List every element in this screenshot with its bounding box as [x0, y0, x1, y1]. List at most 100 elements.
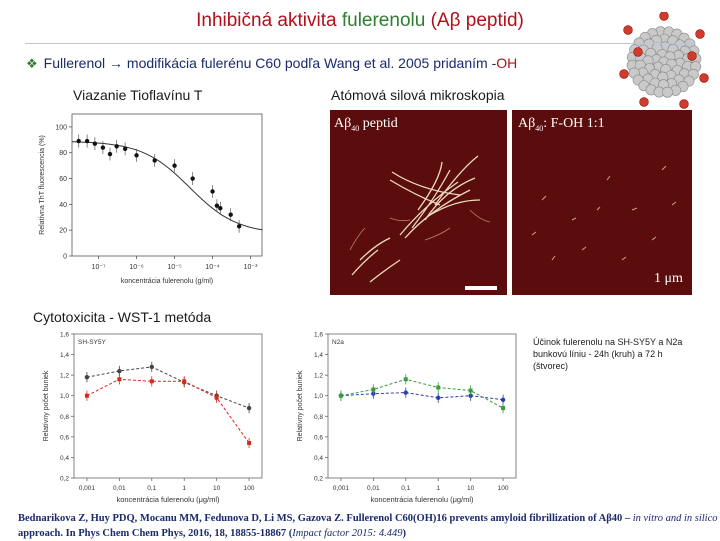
n2a-plot-frame: [327, 333, 517, 479]
n2a-xtick-label: 1: [436, 485, 440, 492]
n2a-xtick-label: 0,1: [401, 485, 410, 492]
tht-data-point: [210, 189, 215, 194]
fullerene-oh-group: [679, 99, 689, 109]
slide-title: Inhibičná aktivita fulerenolu (Aβ peptid…: [0, 10, 720, 32]
n2a-data-point: [403, 390, 408, 395]
n2a-xtick-label: 0,01: [367, 485, 380, 492]
fullerene-oh-group: [687, 51, 697, 61]
sh-ytick-label: 0,2: [60, 476, 69, 483]
sh-xtick-label: 0,1: [147, 485, 156, 492]
citation-text: Bednarikova Z, Huy PDQ, Mocanu MM, Fedun…: [18, 513, 633, 524]
heading-tht: Viazanie Tioflavínu T: [73, 87, 203, 103]
tht-ytick-label: 0: [63, 254, 67, 261]
bullet-fullerenol: ❖ Fullerenol → modifikácia fulerénu C60 p…: [26, 55, 517, 72]
n2a-xtick-label: 10: [467, 485, 475, 492]
tht-xlabel: koncentrácia fulerenolu (g/ml): [121, 278, 213, 285]
sh-data-point: [149, 364, 154, 370]
citation-impact-factor: Impact factor 2015: 4.449: [292, 528, 403, 539]
n2a-xtick-label: 100: [498, 485, 509, 492]
figure-note: Účinok fulerenolu na SH-SY5Y a N2a bunko…: [533, 337, 683, 371]
tht-data-point: [228, 212, 233, 217]
n2a-ytick-label: 1,2: [314, 373, 323, 380]
sh-data-point: [246, 405, 252, 411]
sh-xtick-label: 0,001: [79, 485, 96, 492]
sh-ytick-label: 1,4: [60, 352, 69, 359]
bullet-oh: OH: [496, 55, 518, 71]
scale-bar: [465, 286, 497, 290]
sh-ytick-label: 0,6: [60, 434, 69, 441]
diamond-bullet-icon: ❖: [26, 56, 38, 71]
sh-plot-frame: [73, 333, 263, 479]
tht-data-point: [114, 144, 119, 149]
tht-chart: 0 20 40 60 80 100 10⁻⁷ 10⁻⁶ 10⁻⁵ 10⁻⁴ 10⁻³ koncentr…: [39, 113, 263, 285]
sh-ylabel: Relatívny počet buniek: [43, 370, 50, 441]
sh-sy5y-chart: 0,2 0,4 0,6 0,8 1,0 1,2 1,4 1,6 0,001 0,01 0,1 1 10 1…: [43, 332, 263, 504]
afm-fibrils: [349, 155, 491, 283]
afm-left-label: Aβ40 peptid: [334, 116, 398, 133]
bullet-text: Fullerenol → modifikácia fulerénu C60 po…: [43, 55, 497, 71]
sh-data-point: [149, 379, 154, 384]
sh-data-point: [117, 368, 122, 374]
sh-ytick-label: 1,0: [60, 393, 69, 400]
afm-specks: [531, 165, 677, 261]
n2a-ytick-label: 0,6: [314, 434, 323, 441]
n2a-data-point: [338, 393, 343, 398]
tht-xtick-label: 10⁻³: [244, 264, 258, 271]
fullerene-molecule-icon: [619, 12, 709, 109]
sh-data-point: [214, 395, 219, 400]
tht-data-point: [92, 141, 98, 146]
fullerene-atom: [661, 86, 673, 98]
tht-xtick-label: 10⁻⁶: [129, 264, 143, 271]
n2a-ytick-label: 1,0: [314, 393, 323, 400]
tht-ytick-label: 40: [59, 202, 67, 209]
tht-ylabel: Relatívna ThT fluorescencia (%): [39, 135, 46, 235]
n2a-xlabel: koncentrácia fulerenolu (μg/ml): [370, 495, 474, 504]
n2a-ylabel: Relatívny počet buniek: [297, 370, 304, 441]
n2a-data-point: [468, 388, 473, 393]
sh-data-point: [247, 441, 252, 446]
n2a-data-point: [403, 377, 408, 382]
n2a-data-point: [501, 406, 506, 411]
tht-data-point: [214, 203, 220, 208]
tht-data-point: [190, 176, 195, 181]
n2a-data-point: [500, 397, 506, 403]
tht-plot-frame: [71, 113, 263, 257]
afm-image-abeta: Aβ40 peptid: [330, 110, 507, 295]
sh-ytick-label: 1,6: [60, 332, 69, 339]
scale-label: 1 μm: [654, 271, 683, 286]
sh-series-line: [86, 366, 250, 409]
sh-xtick-label: 1: [182, 485, 186, 492]
fullerene-oh-group: [633, 47, 643, 57]
n2a-ytick-label: 0,4: [314, 455, 323, 462]
sh-data-point: [84, 375, 90, 380]
tht-xtick-label: 10⁻⁵: [167, 264, 181, 271]
n2a-data-point: [436, 385, 441, 390]
n2a-data-point: [371, 387, 376, 392]
sh-ytick-label: 0,8: [60, 414, 69, 421]
tht-data-point: [236, 224, 242, 229]
tht-ytick-label: 20: [59, 228, 67, 235]
tht-data-point: [152, 158, 157, 163]
fullerene-oh-group: [699, 73, 709, 83]
sh-series-line: [86, 378, 250, 444]
fullerene-oh-group: [659, 12, 669, 21]
afm-right-label: Aβ40: F-OH 1:1: [518, 116, 605, 133]
sh-panel-label: SH-SY5Y: [78, 339, 106, 346]
tht-xtick-label: 10⁻⁷: [92, 264, 106, 271]
afm-image-abeta-fullerenol: Aβ40: F-OH 1:1 1 μm: [512, 110, 692, 295]
sh-ytick-label: 0,4: [60, 455, 69, 462]
sh-data-point: [84, 393, 89, 398]
tht-ytick-label: 100: [55, 124, 67, 131]
fullerene-oh-group: [639, 97, 649, 107]
n2a-ytick-label: 1,6: [314, 332, 323, 339]
fullerene-oh-group: [619, 69, 629, 79]
n2a-ytick-label: 0,2: [314, 476, 323, 483]
sh-data-point: [117, 377, 122, 382]
tht-data-point: [172, 163, 177, 168]
sh-ytick-label: 1,2: [60, 373, 69, 380]
heading-cytotoxicity: Cytotoxicita - WST-1 metóda: [33, 309, 212, 325]
tht-data-point: [122, 146, 128, 152]
sh-xtick-label: 100: [244, 485, 255, 492]
n2a-ytick-label: 0,8: [314, 414, 323, 421]
tht-data-point: [218, 206, 223, 211]
